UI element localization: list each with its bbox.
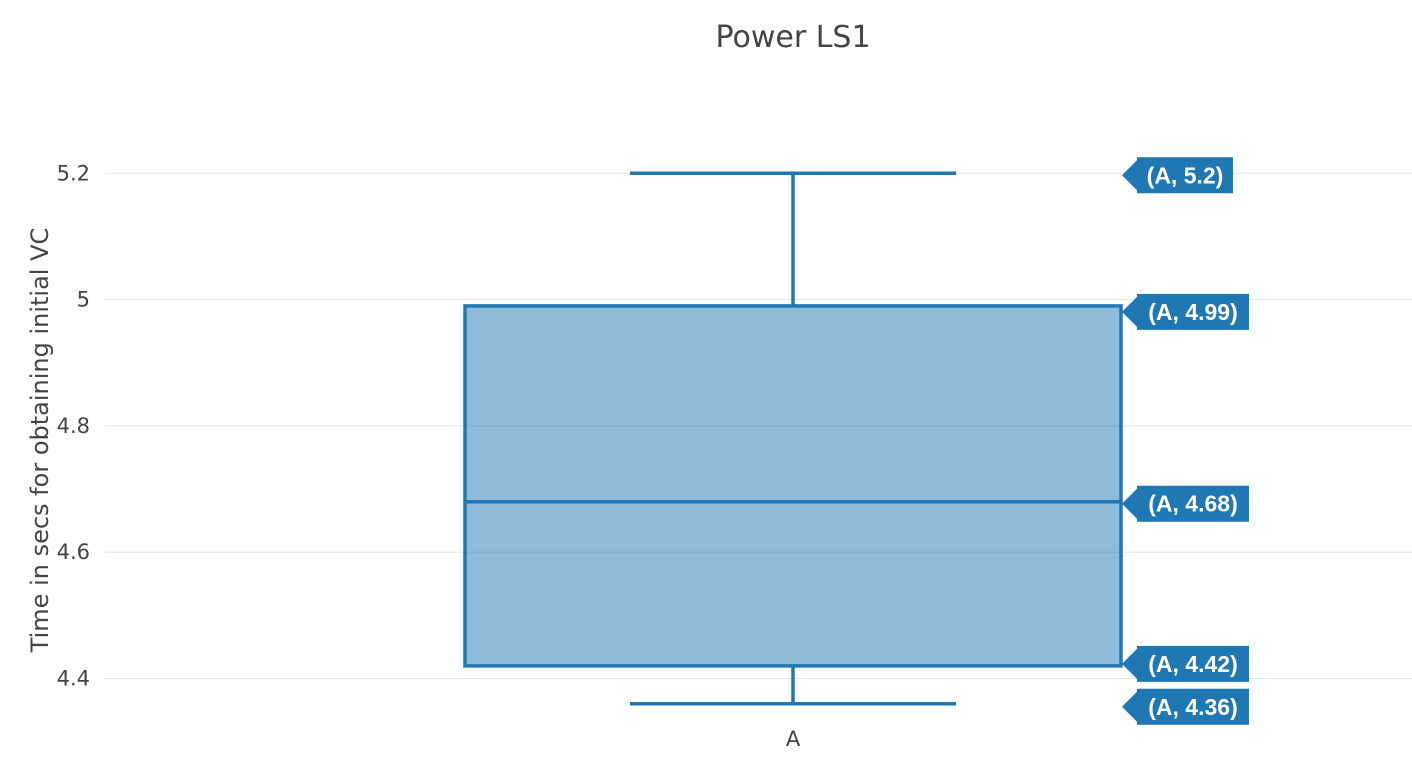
hover-label-4: (A, 4.36) (1148, 694, 1237, 720)
iqr-box (463, 304, 1123, 668)
x-tick-labels: A (786, 727, 801, 751)
hover-labels: (A, 5.2) (A, 4.99) (A, 4.68) (A, 4.42) (A, 4… (1122, 157, 1249, 725)
y-tick-labels: 4.4 4.6 4.8 5 5.2 (57, 161, 90, 690)
box-layer (463, 171, 1123, 706)
y-tick-label-0: 4.4 (57, 667, 90, 691)
hover-label-bg-4 (1122, 688, 1249, 725)
hover-label-bg-2 (1122, 485, 1249, 522)
hover-label-bg-3 (1122, 645, 1249, 682)
hover-label-2: (A, 4.68) (1148, 491, 1237, 517)
hover-label-1: (A, 4.99) (1148, 299, 1237, 325)
hover-label-bg-1 (1122, 293, 1249, 330)
y-tick-label-3: 5 (77, 288, 90, 312)
y-axis-title: Time in secs for obtaining initial VC (26, 228, 54, 654)
y-tick-label-1: 4.6 (57, 540, 90, 564)
y-tick-label-4: 5.2 (57, 161, 90, 185)
x-tick-label-0: A (786, 727, 801, 751)
hover-label-0: (A, 5.2) (1147, 162, 1224, 188)
hover-label-bg-0 (1122, 157, 1233, 194)
hover-label-3: (A, 4.42) (1148, 651, 1237, 677)
y-tick-label-2: 4.8 (57, 414, 90, 438)
chart-title: Power LS1 (715, 20, 870, 55)
